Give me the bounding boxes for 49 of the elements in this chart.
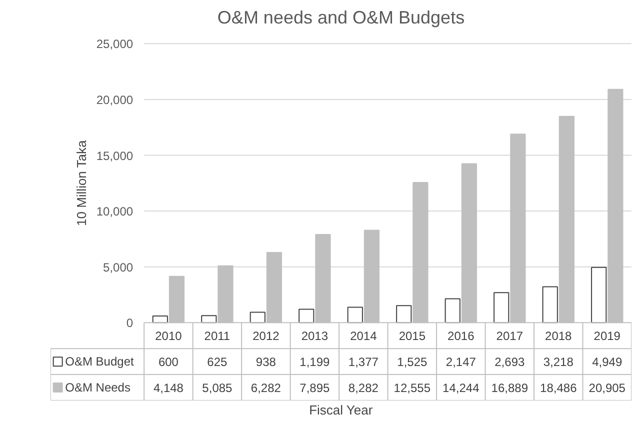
chart-title: O&M needs and O&M Budgets <box>217 8 465 28</box>
data-label: 1,199 <box>300 355 330 370</box>
x-tick-label: 2017 <box>496 329 524 344</box>
data-label: 4,949 <box>592 355 622 370</box>
x-tick-label: 2014 <box>350 329 378 344</box>
data-label: 7,895 <box>300 381 330 396</box>
x-tick-label: 2018 <box>545 329 572 344</box>
bar <box>444 298 460 324</box>
legend-label: O&M Needs <box>65 380 130 395</box>
x-tick-label: 2013 <box>301 329 328 344</box>
bar <box>494 292 510 324</box>
bar <box>298 308 314 324</box>
data-label: 2,693 <box>494 355 525 370</box>
data-label: 2,147 <box>446 355 476 370</box>
data-label: 18,486 <box>540 381 578 396</box>
bar <box>542 286 558 324</box>
data-label: 600 <box>158 355 179 370</box>
data-label: 3,218 <box>543 355 574 370</box>
x-tick-label: 2010 <box>155 329 182 344</box>
data-label: 8,282 <box>348 381 379 396</box>
data-label: 4,148 <box>153 381 184 396</box>
x-tick-label: 2011 <box>204 329 230 344</box>
y-tick-label: 25,000 <box>96 37 134 52</box>
bar <box>396 305 412 324</box>
y-tick-label: 15,000 <box>96 148 134 163</box>
y-tick-label: 5,000 <box>103 260 134 274</box>
bar <box>250 312 266 324</box>
data-label: 625 <box>207 355 228 370</box>
y-axis-title: 10 Million Taka <box>74 139 89 226</box>
data-label: 1,377 <box>348 355 379 370</box>
data-label: 6,282 <box>250 381 282 396</box>
data-label: 1,525 <box>397 355 428 370</box>
legend-label: O&M Budget <box>65 354 134 369</box>
data-label: 16,889 <box>491 381 528 396</box>
data-label: 20,905 <box>588 381 626 396</box>
data-label: 14,244 <box>442 381 480 396</box>
x-axis-title: Fiscal Year <box>309 402 374 418</box>
bar <box>347 306 363 324</box>
data-label: 938 <box>256 355 276 370</box>
y-tick-label: 0 <box>126 316 134 330</box>
y-tick-label: 20,000 <box>96 92 134 107</box>
x-tick-label: 2012 <box>252 329 280 344</box>
x-tick-label: 2015 <box>398 329 426 344</box>
x-tick-label: 2016 <box>448 329 475 344</box>
data-label: 12,555 <box>394 381 431 396</box>
bar <box>591 266 607 324</box>
x-tick-label: 2019 <box>594 329 621 344</box>
data-label: 5,085 <box>202 381 233 396</box>
y-tick-label: 10,000 <box>96 204 134 219</box>
